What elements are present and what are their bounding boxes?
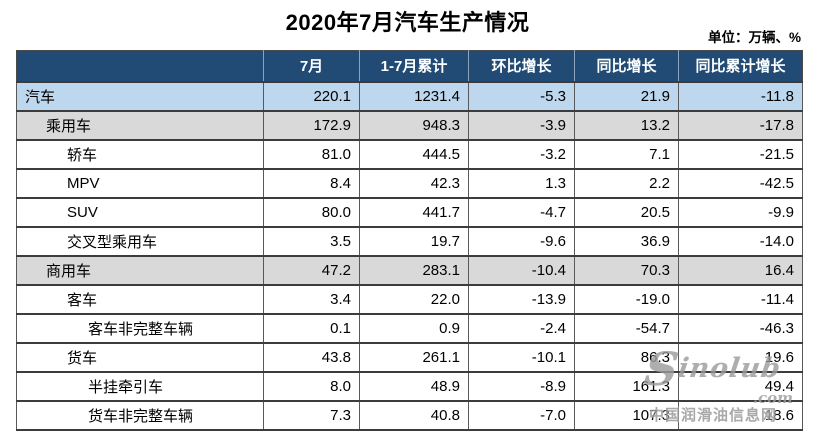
header-cell-mom-growth: 环比增长 bbox=[468, 50, 575, 83]
value-cell: -2.4 bbox=[468, 313, 575, 344]
value-cell: 21.9 bbox=[574, 81, 679, 112]
value-cell: 948.3 bbox=[359, 110, 469, 141]
category-cell: 汽车 bbox=[16, 81, 264, 112]
value-cell: 3.5 bbox=[263, 226, 360, 257]
category-cell: MPV bbox=[16, 168, 264, 199]
value-cell: 22.0 bbox=[359, 284, 469, 315]
header-cell-yoy-cum-growth: 同比累计增长 bbox=[678, 50, 803, 83]
category-cell: 交叉型乘用车 bbox=[16, 226, 264, 257]
value-cell: -19.0 bbox=[574, 284, 679, 315]
category-cell: 乘用车 bbox=[16, 110, 264, 141]
value-cell: 441.7 bbox=[359, 197, 469, 228]
table-row: 交叉型乘用车 3.5 19.7 -9.6 36.9 -14.0 bbox=[16, 226, 803, 257]
category-cell: 货车非完整车辆 bbox=[16, 400, 264, 431]
category-cell: SUV bbox=[16, 197, 264, 228]
table-row: 客车非完整车辆 0.1 0.9 -2.4 -54.7 -46.3 bbox=[16, 313, 803, 344]
unit-label: 单位：万辆、% bbox=[707, 30, 801, 45]
value-cell: -4.7 bbox=[468, 197, 575, 228]
value-cell: 172.9 bbox=[263, 110, 360, 141]
value-cell: -46.3 bbox=[678, 313, 803, 344]
value-cell: 1231.4 bbox=[359, 81, 469, 112]
value-cell: 18.6 bbox=[678, 400, 803, 431]
value-cell: 48.9 bbox=[359, 371, 469, 402]
value-cell: 0.1 bbox=[263, 313, 360, 344]
value-cell: 16.4 bbox=[678, 255, 803, 286]
value-cell: 261.1 bbox=[359, 342, 469, 373]
header-cell-july: 7月 bbox=[263, 50, 360, 83]
header-cell-yoy-growth: 同比增长 bbox=[574, 50, 679, 83]
value-cell: 7.1 bbox=[574, 139, 679, 170]
value-cell: 3.4 bbox=[263, 284, 360, 315]
value-cell: 8.0 bbox=[263, 371, 360, 402]
table-row: SUV 80.0 441.7 -4.7 20.5 -9.9 bbox=[16, 197, 803, 228]
value-cell: 36.9 bbox=[574, 226, 679, 257]
value-cell: 444.5 bbox=[359, 139, 469, 170]
value-cell: -3.2 bbox=[468, 139, 575, 170]
value-cell: -13.9 bbox=[468, 284, 575, 315]
header-cell-category bbox=[16, 50, 264, 83]
value-cell: 107.3 bbox=[574, 400, 679, 431]
value-cell: -9.6 bbox=[468, 226, 575, 257]
value-cell: -10.1 bbox=[468, 342, 575, 373]
value-cell: -17.8 bbox=[678, 110, 803, 141]
table-row: 半挂牵引车 8.0 48.9 -8.9 161.3 49.4 bbox=[16, 371, 803, 402]
table-row: 商用车 47.2 283.1 -10.4 70.3 16.4 bbox=[16, 255, 803, 286]
value-cell: -21.5 bbox=[678, 139, 803, 170]
table-row: 汽车 220.1 1231.4 -5.3 21.9 -11.8 bbox=[16, 81, 803, 112]
table-row: 客车 3.4 22.0 -13.9 -19.0 -11.4 bbox=[16, 284, 803, 315]
category-cell: 货车 bbox=[16, 342, 264, 373]
value-cell: 20.5 bbox=[574, 197, 679, 228]
value-cell: 40.8 bbox=[359, 400, 469, 431]
table-row: 货车非完整车辆 7.3 40.8 -7.0 107.3 18.6 bbox=[16, 400, 803, 431]
value-cell: -3.9 bbox=[468, 110, 575, 141]
table-row: MPV 8.4 42.3 1.3 2.2 -42.5 bbox=[16, 168, 803, 199]
value-cell: 2.2 bbox=[574, 168, 679, 199]
value-cell: 86.3 bbox=[574, 342, 679, 373]
table-row: 乘用车 172.9 948.3 -3.9 13.2 -17.8 bbox=[16, 110, 803, 141]
value-cell: 8.4 bbox=[263, 168, 360, 199]
value-cell: 7.3 bbox=[263, 400, 360, 431]
value-cell: -7.0 bbox=[468, 400, 575, 431]
value-cell: 0.9 bbox=[359, 313, 469, 344]
value-cell: 19.6 bbox=[678, 342, 803, 373]
production-table: 7月 1-7月累计 环比增长 同比增长 同比累计增长 汽车 220.1 1231.4… bbox=[16, 50, 803, 431]
category-cell: 客车 bbox=[16, 284, 264, 315]
value-cell: 70.3 bbox=[574, 255, 679, 286]
table-row: 轿车 81.0 444.5 -3.2 7.1 -21.5 bbox=[16, 139, 803, 170]
header-cell-jan-jul-cum: 1-7月累计 bbox=[359, 50, 469, 83]
value-cell: 283.1 bbox=[359, 255, 469, 286]
value-cell: -11.4 bbox=[678, 284, 803, 315]
value-cell: -10.4 bbox=[468, 255, 575, 286]
value-cell: -8.9 bbox=[468, 371, 575, 402]
value-cell: 47.2 bbox=[263, 255, 360, 286]
value-cell: 49.4 bbox=[678, 371, 803, 402]
value-cell: 161.3 bbox=[574, 371, 679, 402]
value-cell: 81.0 bbox=[263, 139, 360, 170]
table-row: 货车 43.8 261.1 -10.1 86.3 19.6 bbox=[16, 342, 803, 373]
value-cell: 42.3 bbox=[359, 168, 469, 199]
category-cell: 商用车 bbox=[16, 255, 264, 286]
category-cell: 客车非完整车辆 bbox=[16, 313, 264, 344]
value-cell: -5.3 bbox=[468, 81, 575, 112]
value-cell: -11.8 bbox=[678, 81, 803, 112]
value-cell: -42.5 bbox=[678, 168, 803, 199]
value-cell: 43.8 bbox=[263, 342, 360, 373]
value-cell: 19.7 bbox=[359, 226, 469, 257]
value-cell: -14.0 bbox=[678, 226, 803, 257]
table-header-row: 7月 1-7月累计 环比增长 同比增长 同比累计增长 bbox=[16, 50, 803, 83]
value-cell: 1.3 bbox=[468, 168, 575, 199]
value-cell: 13.2 bbox=[574, 110, 679, 141]
category-cell: 轿车 bbox=[16, 139, 264, 170]
category-cell: 半挂牵引车 bbox=[16, 371, 264, 402]
value-cell: -9.9 bbox=[678, 197, 803, 228]
page-title: 2020年7月汽车生产情况 bbox=[285, 10, 530, 35]
value-cell: 80.0 bbox=[263, 197, 360, 228]
value-cell: -54.7 bbox=[574, 313, 679, 344]
value-cell: 220.1 bbox=[263, 81, 360, 112]
